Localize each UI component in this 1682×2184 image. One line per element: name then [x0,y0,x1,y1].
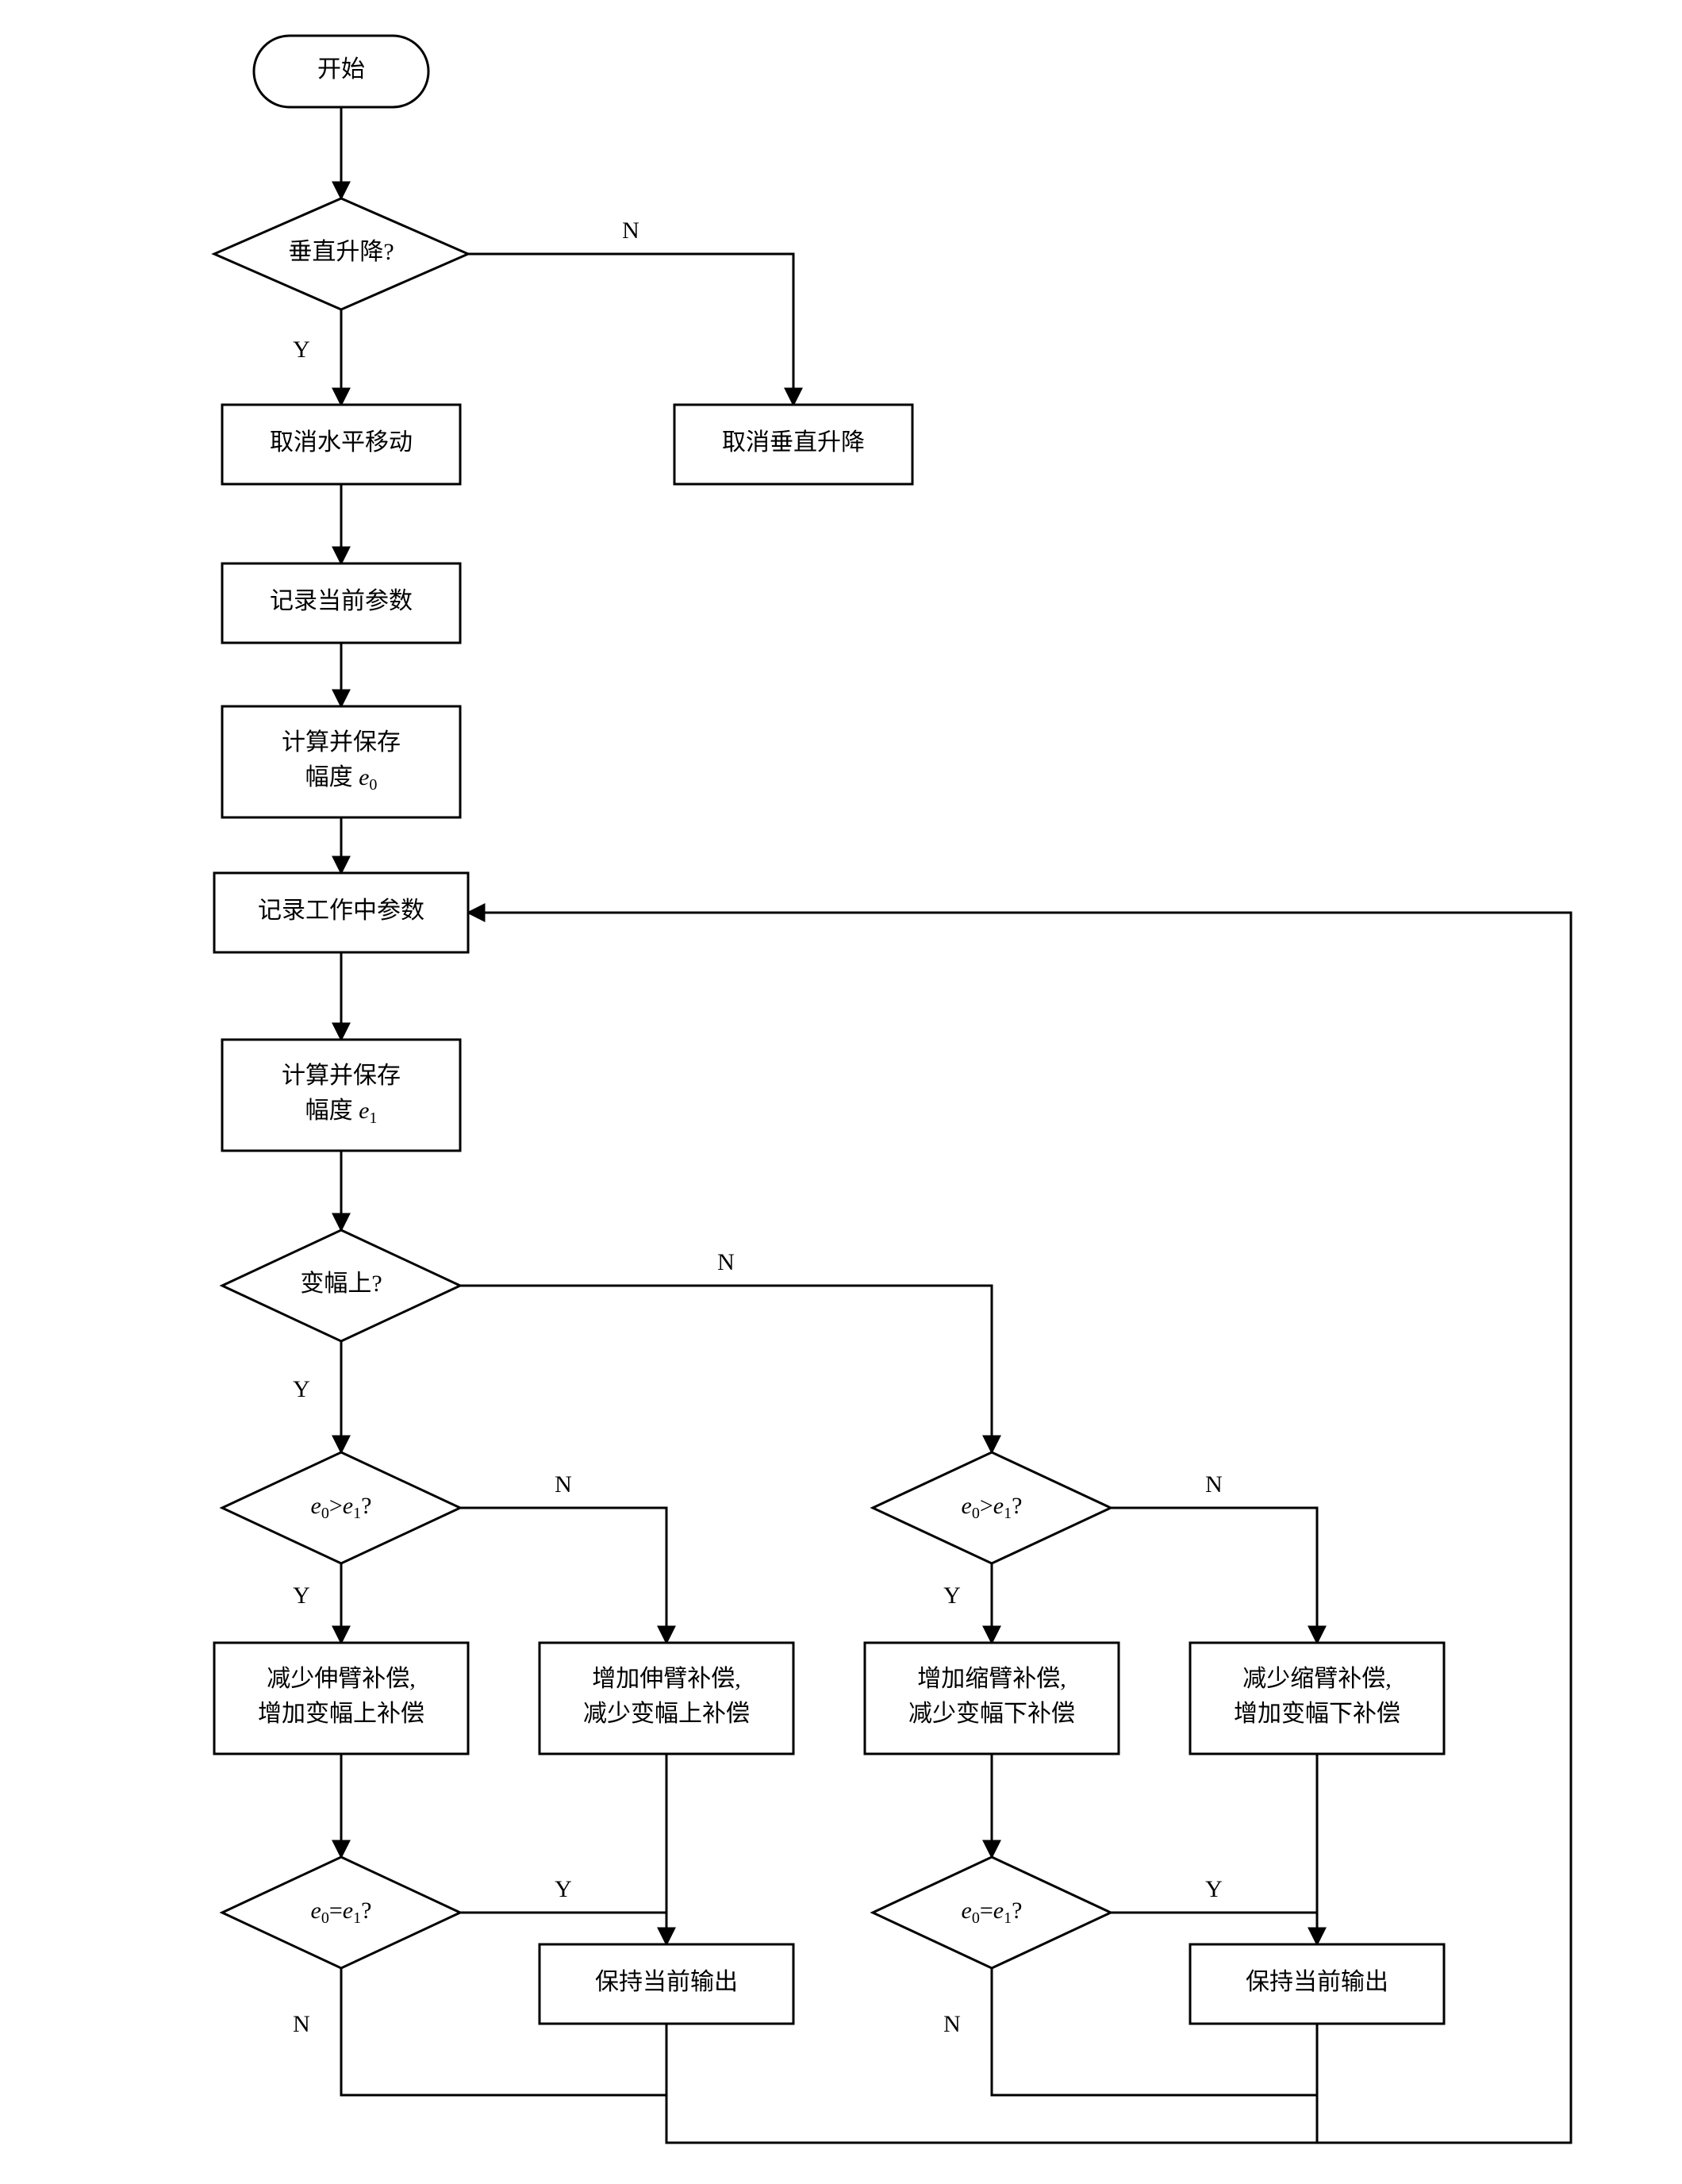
node-calc_e0: 计算并保存幅度 e0 [222,706,460,817]
edge-label: Y [293,1582,310,1609]
svg-text:减少变幅上补偿: 减少变幅上补偿 [583,1701,750,1727]
node-d_eq_left: e0=e1? [222,1857,460,1968]
node-label: 取消垂直升降 [722,429,865,456]
svg-text:e0=e1?: e0=e1? [962,1898,1023,1927]
node-calc_e1: 计算并保存幅度 e1 [222,1040,460,1151]
node-label: 取消水平移动 [270,429,413,456]
node-start: 开始 [254,36,428,107]
node-rec_work: 记录工作中参数 [214,873,468,952]
node-act_RL: 增加缩臂补偿, 减少变幅下补偿 [865,1643,1119,1754]
flowchart-canvas: 开始垂直升降?取消水平移动取消垂直升降记录当前参数计算并保存幅度 e0记录工作中… [0,0,1682,2184]
svg-text:增加变幅下补偿: 增加变幅下补偿 [1234,1701,1400,1727]
node-d_eq_right: e0=e1? [873,1857,1111,1968]
node-d_vert: 垂直升降? [214,198,468,310]
node-label: 保持当前输出 [1246,1969,1388,1995]
node-label: 开始 [317,56,365,83]
svg-text:减少缩臂补偿,: 减少缩臂补偿, [1242,1666,1392,1692]
svg-text:垂直升降?: 垂直升降? [288,239,394,265]
edge-label: N [555,1471,572,1498]
svg-text:N: N [943,2011,961,2037]
edge-label: Y [943,1582,961,1609]
node-d_e_left: e0>e1? [222,1452,460,1563]
edge-label: Y [293,1376,310,1402]
node-label: 保持当前输出 [595,1969,738,1995]
node-keep_left: 保持当前输出 [540,1944,793,2024]
node-label: 记录工作中参数 [258,898,424,924]
node-cancel_h: 取消水平移动 [222,405,460,484]
svg-text:N: N [293,2011,310,2037]
edge-label: N [1205,1471,1223,1498]
svg-text:e0=e1?: e0=e1? [311,1898,372,1927]
svg-text:减少伸臂补偿,: 减少伸臂补偿, [267,1666,416,1692]
edge-label: Y [1205,1876,1223,1902]
node-label: 记录当前参数 [270,588,413,614]
svg-text:增加变幅上补偿: 增加变幅上补偿 [258,1701,424,1727]
svg-text:增加伸臂补偿,: 增加伸臂补偿, [592,1666,741,1692]
node-d_e_right: e0>e1? [873,1452,1111,1563]
svg-text:增加缩臂补偿,: 增加缩臂补偿, [917,1666,1066,1692]
svg-text:计算并保存: 计算并保存 [282,729,401,756]
svg-text:幅度 e0: 幅度 e0 [305,764,378,794]
node-d_amp_up: 变幅上? [222,1230,460,1341]
svg-text:e0>e1?: e0>e1? [311,1493,372,1522]
node-act_RR: 减少缩臂补偿, 增加变幅下补偿 [1190,1643,1444,1754]
node-keep_right: 保持当前输出 [1190,1944,1444,2024]
node-act_LL: 减少伸臂补偿, 增加变幅上补偿 [214,1643,468,1754]
edge-label: Y [293,336,310,363]
edge-label: N [622,217,639,244]
edge-label: Y [555,1876,572,1902]
svg-text:变幅上?: 变幅上? [300,1271,382,1297]
svg-text:e0>e1?: e0>e1? [962,1493,1023,1522]
node-act_LR: 增加伸臂补偿, 减少变幅上补偿 [540,1643,793,1754]
svg-text:计算并保存: 计算并保存 [282,1063,401,1089]
edge-label: N [717,1249,735,1275]
node-cancel_v: 取消垂直升降 [674,405,912,484]
svg-text:减少变幅下补偿: 减少变幅下补偿 [908,1701,1075,1727]
node-rec_cur: 记录当前参数 [222,563,460,643]
svg-text:幅度 e1: 幅度 e1 [305,1098,378,1127]
